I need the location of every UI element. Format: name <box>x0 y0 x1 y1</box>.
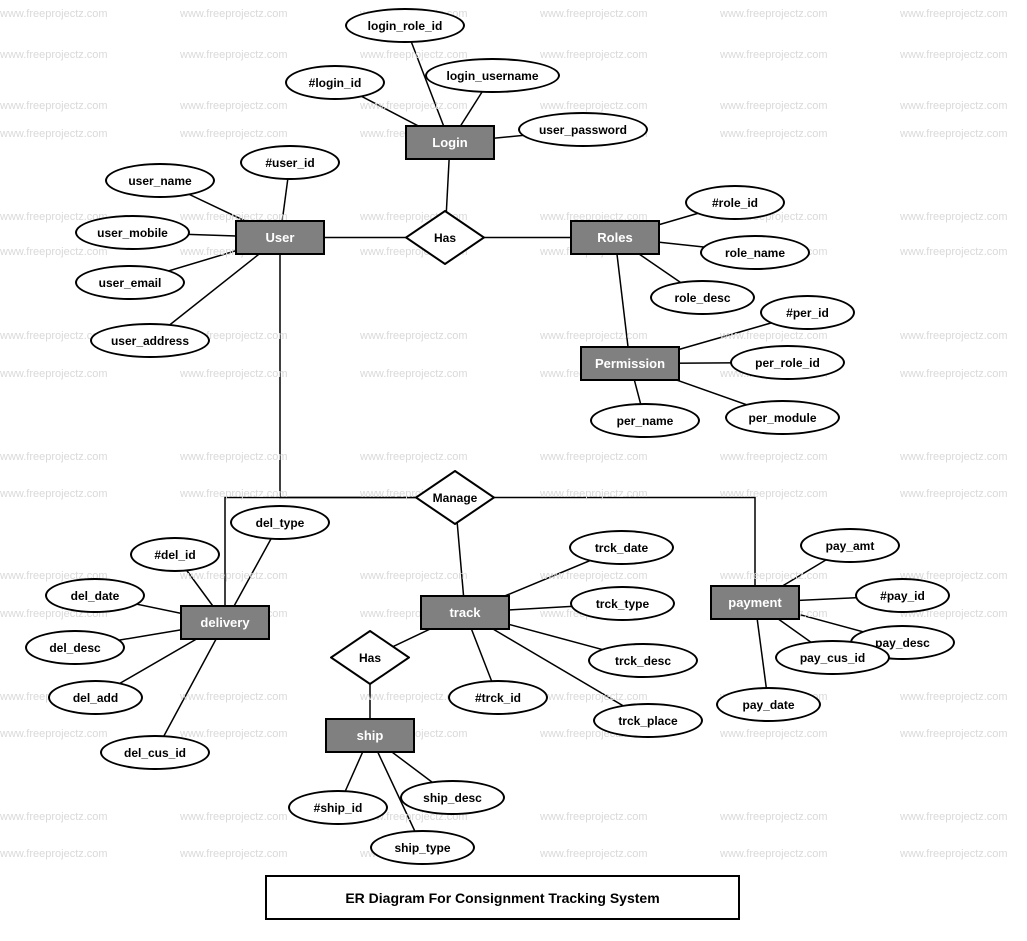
attribute-trck_date: trck_date <box>569 530 674 565</box>
attribute-role_name: role_name <box>700 235 810 270</box>
attribute-ship_desc: ship_desc <box>400 780 505 815</box>
attribute-trck_id: #trck_id <box>448 680 548 715</box>
attribute-user_address: user_address <box>90 323 210 358</box>
attribute-del_cus_id: del_cus_id <box>100 735 210 770</box>
attribute-role_desc: role_desc <box>650 280 755 315</box>
attribute-pay_amt: pay_amt <box>800 528 900 563</box>
attribute-del_add: del_add <box>48 680 143 715</box>
attribute-del_id: #del_id <box>130 537 220 572</box>
attribute-per_role_id: per_role_id <box>730 345 845 380</box>
attribute-user_mobile: user_mobile <box>75 215 190 250</box>
entity-ship: ship <box>325 718 415 753</box>
attribute-role_id: #role_id <box>685 185 785 220</box>
attribute-trck_place: trck_place <box>593 703 703 738</box>
attribute-del_desc: del_desc <box>25 630 125 665</box>
attribute-login_id: #login_id <box>285 65 385 100</box>
entity-permission: Permission <box>580 346 680 381</box>
attribute-trck_desc: trck_desc <box>588 643 698 678</box>
diagram-title: ER Diagram For Consignment Tracking Syst… <box>265 875 740 920</box>
entity-login: Login <box>405 125 495 160</box>
relationship-has1: Has <box>405 210 485 265</box>
relationship-label-has1: Has <box>434 231 456 245</box>
attribute-user_email: user_email <box>75 265 185 300</box>
attribute-login_role_id: login_role_id <box>345 8 465 43</box>
attribute-user_name: user_name <box>105 163 215 198</box>
attribute-user_id: #user_id <box>240 145 340 180</box>
attribute-login_username: login_username <box>425 58 560 93</box>
attribute-per_id: #per_id <box>760 295 855 330</box>
attribute-del_date: del_date <box>45 578 145 613</box>
relationship-manage: Manage <box>415 470 495 525</box>
attribute-ship_id: #ship_id <box>288 790 388 825</box>
attribute-pay_date: pay_date <box>716 687 821 722</box>
entity-delivery: delivery <box>180 605 270 640</box>
attribute-per_module: per_module <box>725 400 840 435</box>
relationship-label-has2: Has <box>359 651 381 665</box>
attribute-pay_cus_id: pay_cus_id <box>775 640 890 675</box>
attribute-per_name: per_name <box>590 403 700 438</box>
entity-user: User <box>235 220 325 255</box>
entity-payment: payment <box>710 585 800 620</box>
attribute-pay_id: #pay_id <box>855 578 950 613</box>
attribute-trck_type: trck_type <box>570 586 675 621</box>
attribute-user_password: user_password <box>518 112 648 147</box>
attribute-del_type: del_type <box>230 505 330 540</box>
attribute-ship_type: ship_type <box>370 830 475 865</box>
relationship-label-manage: Manage <box>433 491 478 505</box>
relationship-has2: Has <box>330 630 410 685</box>
entity-track: track <box>420 595 510 630</box>
entity-roles: Roles <box>570 220 660 255</box>
